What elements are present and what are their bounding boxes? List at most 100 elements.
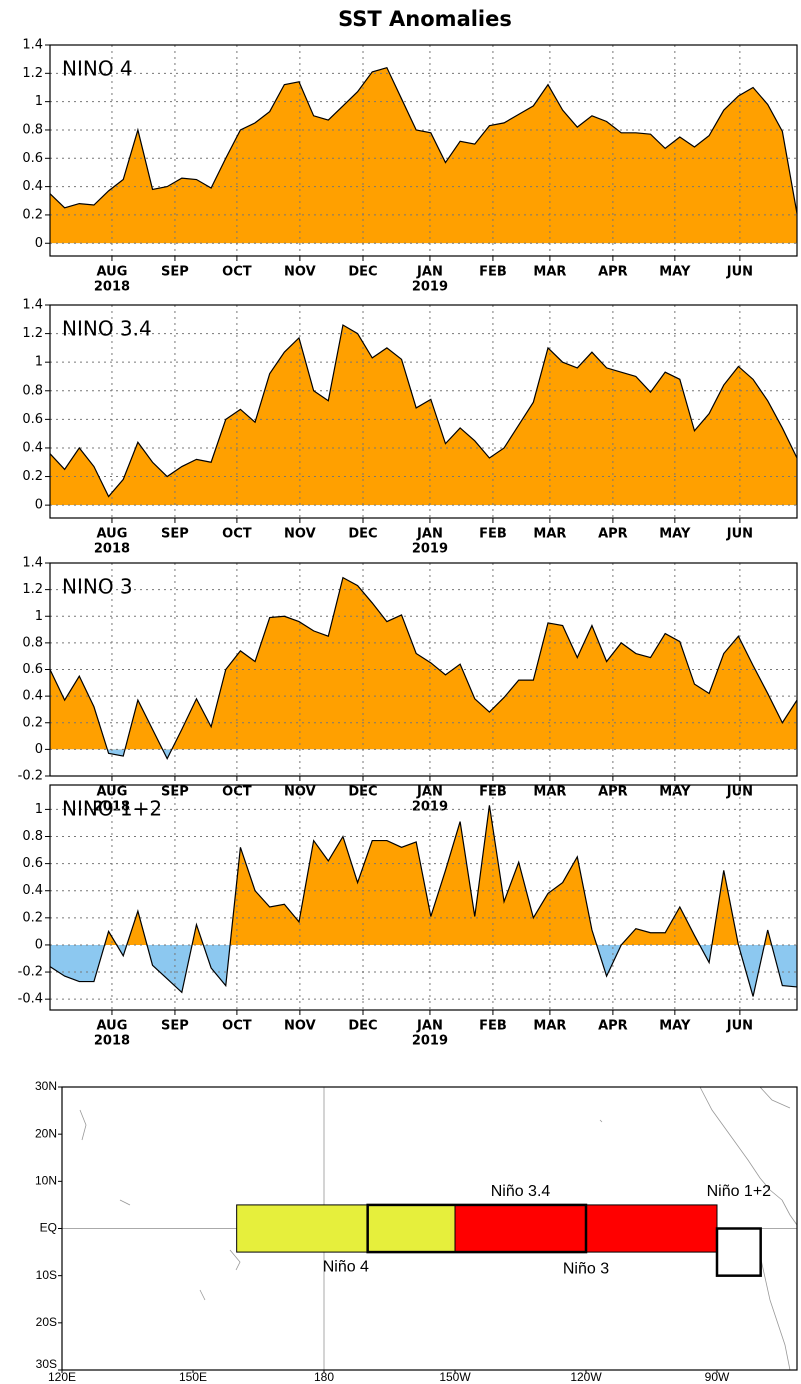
x-tick-label: APR [598,1019,628,1034]
x-tick-label: MAR [533,527,566,542]
y-tick-label: 0.8 [22,122,43,137]
x-tick-label: AUG [97,265,128,280]
y-tick-label: 0.4 [22,179,43,194]
lat-label: 10S [36,1268,57,1282]
year-label: 2018 [94,542,130,557]
x-tick-label: OCT [222,527,252,542]
x-tick-label: JUN [726,265,753,280]
panel-label: NINO 3 [62,575,133,599]
line [49,324,798,498]
year-label: 2018 [94,1034,130,1049]
coastline [199,1289,206,1301]
y-tick-label: 0 [35,498,43,513]
region-label: Niño 3 [563,1260,609,1277]
year-label: 2018 [94,800,130,815]
x-tick-label: DEC [348,527,377,542]
y-tick-label: 0.2 [22,207,43,222]
panel-label: NINO 1+2 [62,797,162,821]
plot-frame [49,562,798,777]
y-tick-label: 1.4 [22,298,43,313]
y-tick-label: 1 [35,609,43,624]
y-tick-label: 1 [35,94,43,109]
line [49,66,798,214]
region-label: Niño 4 [323,1258,369,1275]
x-tick-label: FEB [479,1019,507,1034]
area-positive [104,805,772,945]
y-tick-label: 0 [35,742,43,757]
x-tick-label: MAY [659,527,691,542]
y-tick-label: 1.2 [22,66,43,81]
y-tick-label: 1 [35,355,43,370]
year-label: 2019 [412,542,448,557]
y-tick-label: 1.4 [22,38,43,53]
year-label: 2019 [412,1034,448,1049]
y-tick-label: 0.4 [22,883,43,898]
x-tick-label: FEB [479,527,507,542]
lat-label: 20S [36,1315,57,1329]
lon-label: 150W [439,1370,471,1384]
y-tick-label: 0.6 [22,856,43,871]
region-label: Niño 3.4 [491,1183,551,1200]
coastline [79,1109,87,1141]
y-tick-label: 0.2 [22,715,43,730]
y-tick-label: 0.8 [22,829,43,844]
y-tick-label: 0.4 [22,689,43,704]
y-tick-label: -0.4 [18,992,43,1007]
lon-label: 120W [570,1370,602,1384]
year-label: 2019 [412,280,448,295]
y-tick-label: 1 [35,802,43,817]
area-positive [50,67,797,244]
x-tick-label: AUG [97,1019,128,1034]
y-tick-label: -0.2 [18,965,43,980]
region-label: Niño 1+2 [707,1183,772,1200]
y-tick-label: 0 [35,236,43,251]
coastline [119,1199,131,1206]
lat-label: 20N [35,1126,57,1140]
area-positive [50,577,797,750]
x-tick-label: OCT [222,1019,252,1034]
y-tick-label: 0.6 [22,412,43,427]
x-tick-label: DEC [348,1019,377,1034]
y-tick-label: 0.2 [22,910,43,925]
x-tick-label: FEB [479,265,507,280]
region-box [366,1203,588,1254]
line [49,805,798,997]
year-label: 2019 [412,800,448,815]
coastline [229,1249,241,1271]
x-tick-label: MAR [533,265,566,280]
x-tick-label: MAY [659,1019,691,1034]
x-tick-label: JUN [726,1019,753,1034]
lat-label: 30S [36,1357,57,1371]
lat-label: 10N [35,1174,57,1188]
x-tick-label: SEP [161,1019,189,1034]
y-tick-label: 0.8 [22,383,43,398]
y-tick-label: 0.6 [22,662,43,677]
y-tick-label: -0.2 [18,769,43,784]
coastline [699,1086,783,1201]
area-positive [50,325,797,506]
line [49,576,798,761]
chart-title: SST Anomalies [338,7,512,31]
lon-label: 150E [179,1370,207,1384]
y-tick-label: 1.2 [22,326,43,341]
lat-label: 30N [35,1079,57,1093]
area-negative [50,944,797,997]
x-tick-label: SEP [161,265,189,280]
x-tick-label: NOV [284,1019,316,1034]
x-tick-label: MAY [659,265,691,280]
lon-label: 90W [705,1370,730,1384]
x-tick-label: OCT [222,265,252,280]
x-tick-label: JAN [416,265,443,280]
map-frame [61,1086,798,1371]
y-tick-label: 0.4 [22,440,43,455]
x-tick-label: AUG [97,527,128,542]
x-tick-label: APR [598,265,628,280]
x-tick-label: NOV [284,265,316,280]
y-tick-label: 1.2 [22,582,43,597]
plot-frame [49,44,798,257]
x-tick-label: JAN [416,1019,443,1034]
lon-label: 180 [314,1370,334,1384]
x-tick-label: JUN [726,527,753,542]
year-label: 2018 [94,280,130,295]
